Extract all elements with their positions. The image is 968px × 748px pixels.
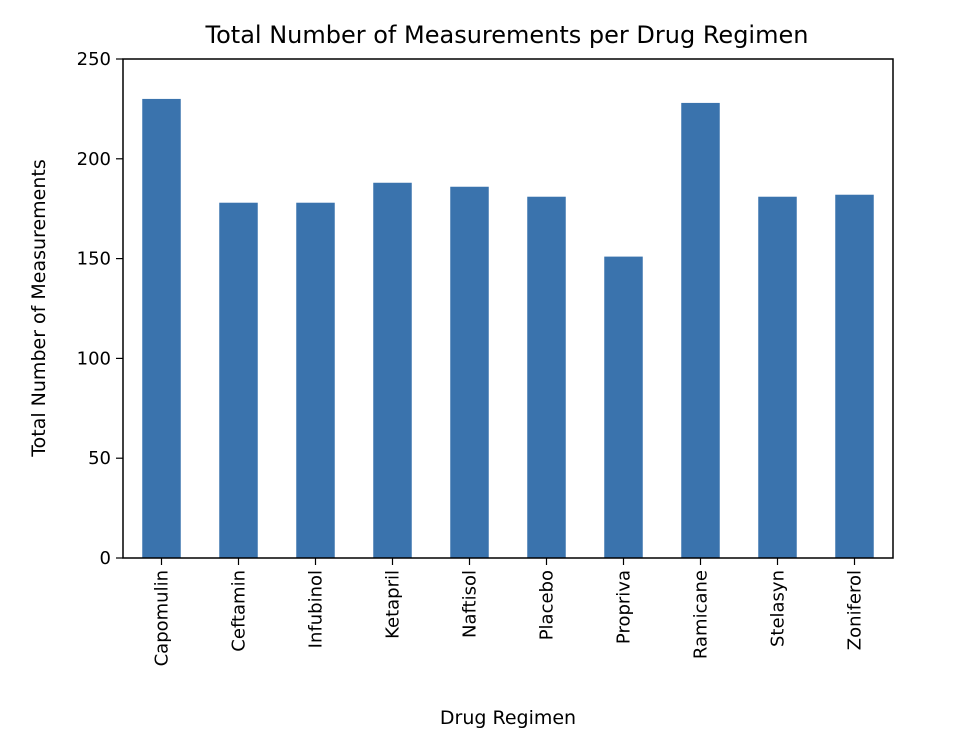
y-axis-title: Total Number of Measurements <box>28 159 50 457</box>
y-tick-label: 0 <box>100 548 111 569</box>
x-tick-label: Infubinol <box>306 570 327 648</box>
x-tick-label: Propriva <box>614 570 635 644</box>
bar-ramicane <box>681 102 720 559</box>
bars-group <box>142 98 874 559</box>
y-tick-label: 100 <box>77 348 111 369</box>
bar-ceftamin <box>219 202 258 558</box>
x-axis-title: Drug Regimen <box>440 707 576 729</box>
x-tick-label: Ramicane <box>691 570 712 659</box>
bar-stelasyn <box>758 196 797 558</box>
x-tick-label: Ceftamin <box>229 570 250 652</box>
y-tick-label: 200 <box>77 149 111 170</box>
x-tick-label: Stelasyn <box>768 570 789 647</box>
y-axis: 0 50 100 150 200 250 <box>77 49 123 569</box>
x-tick-label: Naftisol <box>460 570 481 638</box>
bar-ketapril <box>373 182 412 558</box>
y-tick-label: 150 <box>77 249 111 270</box>
x-tick-label: Ketapril <box>383 570 404 639</box>
bar-capomulin <box>142 98 181 559</box>
bar-naftisol <box>450 186 489 558</box>
x-tick-label: Placebo <box>537 570 558 640</box>
bar-propriva <box>604 256 643 558</box>
x-axis: Capomulin Ceftamin Infubinol Ketapril Naftis… <box>152 558 866 666</box>
x-tick-label: Zoniferol <box>845 570 866 650</box>
y-tick-label: 250 <box>77 49 111 70</box>
x-tick-label: Capomulin <box>152 570 173 666</box>
bar-zoniferol <box>835 194 874 558</box>
chart-title: Total Number of Measurements per Drug Re… <box>205 21 809 49</box>
bar-placebo <box>527 196 566 558</box>
y-tick-label: 50 <box>88 448 111 469</box>
plot-frame <box>122 58 894 559</box>
bar-infubinol <box>296 202 335 558</box>
